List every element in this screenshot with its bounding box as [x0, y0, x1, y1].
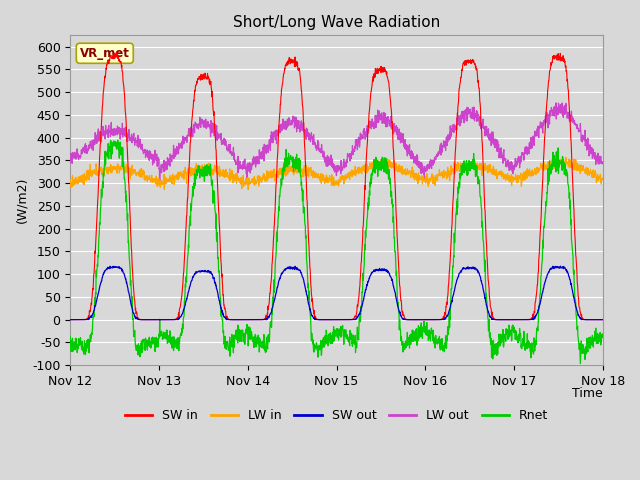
Rnet	[577, 361, 584, 367]
SW in	[113, 50, 120, 56]
Text: Time: Time	[572, 386, 603, 400]
LW in	[304, 173, 312, 179]
SW out	[409, 317, 417, 323]
LW in	[526, 170, 534, 176]
Line: LW in: LW in	[70, 156, 603, 190]
Rnet	[98, 195, 106, 201]
SW in	[599, 317, 607, 323]
LW out	[409, 151, 417, 156]
LW out	[295, 123, 303, 129]
Rnet	[350, 339, 358, 345]
Rnet	[304, 277, 312, 283]
Title: Short/Long Wave Radiation: Short/Long Wave Radiation	[233, 15, 440, 30]
SW out	[526, 317, 534, 323]
LW out	[552, 100, 560, 106]
LW in	[98, 172, 106, 178]
SW out	[295, 267, 303, 273]
LW in	[350, 170, 358, 176]
SW in	[409, 317, 417, 323]
SW out	[304, 297, 312, 303]
LW out	[350, 146, 358, 152]
Legend: SW in, LW in, SW out, LW out, Rnet: SW in, LW in, SW out, LW out, Rnet	[120, 405, 554, 427]
Text: VR_met: VR_met	[80, 47, 130, 60]
Line: LW out: LW out	[70, 103, 603, 182]
LW out	[599, 159, 607, 165]
SW out	[98, 276, 106, 281]
Rnet	[599, 333, 607, 339]
LW out	[98, 132, 106, 138]
LW in	[295, 163, 303, 169]
LW in	[409, 172, 417, 178]
SW out	[557, 263, 564, 269]
Y-axis label: (W/m2): (W/m2)	[15, 177, 28, 224]
Line: SW in: SW in	[70, 53, 603, 320]
LW in	[554, 154, 562, 159]
SW out	[599, 317, 607, 323]
SW in	[304, 218, 312, 224]
SW in	[350, 315, 358, 321]
Rnet	[526, 342, 534, 348]
LW in	[67, 177, 74, 183]
LW in	[599, 176, 607, 182]
Rnet	[409, 339, 417, 345]
SW in	[98, 117, 106, 122]
Rnet	[67, 334, 74, 339]
Line: SW out: SW out	[70, 266, 603, 320]
Rnet	[295, 156, 303, 161]
LW out	[526, 144, 534, 150]
LW in	[244, 187, 252, 192]
Rnet	[114, 137, 122, 143]
LW out	[67, 160, 74, 166]
Line: Rnet: Rnet	[70, 140, 603, 364]
SW in	[578, 317, 586, 323]
LW out	[304, 133, 312, 139]
SW in	[67, 317, 74, 323]
SW out	[67, 317, 74, 323]
SW out	[350, 316, 358, 322]
SW in	[526, 316, 534, 322]
SW in	[295, 65, 303, 71]
LW out	[156, 179, 164, 185]
SW out	[84, 317, 92, 323]
